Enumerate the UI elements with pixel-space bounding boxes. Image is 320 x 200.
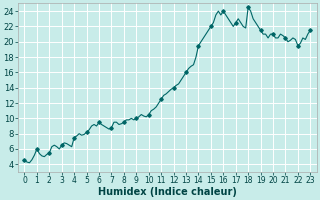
- X-axis label: Humidex (Indice chaleur): Humidex (Indice chaleur): [98, 187, 237, 197]
